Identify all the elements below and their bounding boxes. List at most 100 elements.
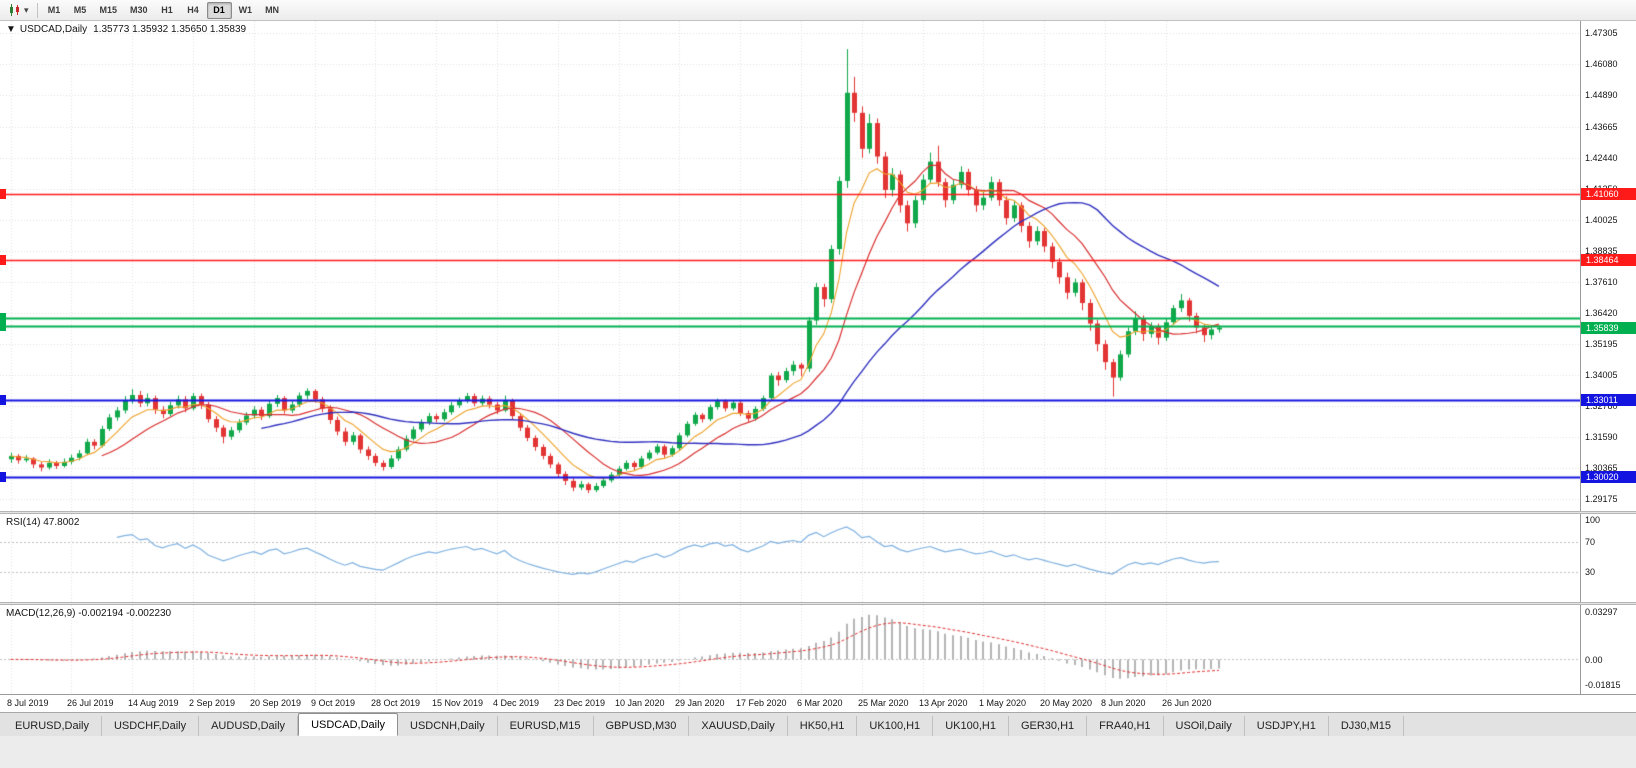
- date-axis-label: 26 Jun 2020: [1162, 698, 1212, 708]
- price-axis-label: 1.35195: [1585, 339, 1618, 350]
- line-left-marker: [0, 472, 6, 483]
- chart-tab-usdcad-daily[interactable]: USDCAD,Daily: [298, 713, 399, 736]
- timeframe-button-m5[interactable]: M5: [73, 5, 87, 15]
- price-line-tag: 1.33011: [1581, 394, 1636, 407]
- pane-splitter[interactable]: [0, 602, 1636, 605]
- bottom-strip: [0, 736, 1636, 768]
- chart-tab-usoil-daily[interactable]: USOil,Daily: [1164, 716, 1245, 736]
- chart-tabbar: EURUSD,Daily USDCHF,Daily AUDUSD,Daily USDC…: [0, 712, 1636, 736]
- price-line-tag: 1.38464: [1581, 254, 1636, 267]
- line-left-marker: [0, 313, 6, 324]
- rsi-axis-label: 70: [1585, 537, 1596, 548]
- rsi-axis[interactable]: 100 70 30: [1580, 514, 1636, 602]
- price-axis-label: 1.29175: [1585, 494, 1618, 504]
- date-axis-label: 23 Dec 2019: [554, 698, 606, 708]
- macd-axis-label: 0.03297: [1585, 607, 1618, 617]
- timeframe-button-m30[interactable]: M30: [130, 5, 148, 15]
- chart-tab-fra40-h1[interactable]: FRA40,H1: [1087, 716, 1164, 736]
- chart-tab-eurusd-daily[interactable]: EURUSD,Daily: [3, 716, 102, 736]
- current-price-tag: 1.35839: [1581, 321, 1636, 334]
- price-axis-label: 1.40025: [1585, 215, 1618, 226]
- date-axis-label: 4 Dec 2019: [493, 698, 540, 708]
- line-left-marker: [0, 320, 6, 331]
- chart-tab-usdcnh-daily[interactable]: USDCNH,Daily: [398, 716, 498, 736]
- timeframe-button-h1[interactable]: H1: [161, 5, 173, 15]
- macd-pane: MACD(12,26,9) -0.002194 -0.002230 0.0329…: [0, 605, 1636, 694]
- macd-indicator-canvas[interactable]: [0, 605, 1580, 694]
- date-axis-label: 15 Nov 2019: [432, 698, 484, 708]
- toolbar-separator: [36, 2, 38, 18]
- date-axis-label: 8 Jun 2020: [1101, 698, 1146, 708]
- price-axis-label: 1.46080: [1585, 59, 1618, 70]
- date-axis-label: 10 Jan 2020: [615, 698, 665, 708]
- chart-tab-xauusd-daily[interactable]: XAUUSD,Daily: [689, 716, 788, 736]
- line-left-marker: [0, 188, 6, 199]
- date-axis-label: 2 Sep 2019: [189, 698, 236, 708]
- price-axis-label: 1.31590: [1585, 431, 1618, 442]
- line-left-marker: [0, 255, 6, 266]
- time-axis[interactable]: 8 Jul 2019 26 Jul 2019 14 Aug 2019 2 Sep 20…: [0, 694, 1636, 712]
- macd-axis-label: 0.00: [1585, 654, 1603, 665]
- rsi-label: RSI(14) 47.8002: [6, 517, 80, 528]
- rsi-axis-label: 30: [1585, 566, 1596, 577]
- macd-label: MACD(12,26,9) -0.002194 -0.002230: [6, 608, 172, 619]
- chart-tab-usdchf-daily[interactable]: USDCHF,Daily: [102, 716, 200, 736]
- chart-tab-uk100-h1[interactable]: UK100,H1: [933, 716, 1009, 736]
- timeframe-button-d1[interactable]: D1: [206, 1, 232, 19]
- price-axis-label: 1.38835: [1585, 245, 1618, 256]
- date-axis-label: 20 May 2020: [1040, 698, 1093, 708]
- chart-title: ▼ USDCAD,Daily 1.35773 1.35932 1.35650 1.3…: [6, 24, 246, 35]
- timeframe-button-m15[interactable]: M15: [99, 5, 118, 15]
- price-chart-canvas[interactable]: [0, 21, 1580, 511]
- date-axis-label: 17 Feb 2020: [736, 698, 787, 708]
- date-axis-label: 25 Mar 2020: [858, 698, 909, 708]
- date-axis-label: 14 Aug 2019: [128, 698, 179, 708]
- chart-tab-audusd-daily[interactable]: AUDUSD,Daily: [199, 716, 299, 736]
- chart-tab-ger30-h1[interactable]: GER30,H1: [1009, 716, 1088, 736]
- rsi-pane: RSI(14) 47.8002 100 70 30: [0, 514, 1636, 602]
- price-axis-label: 1.34005: [1585, 369, 1618, 380]
- date-axis-label: 28 Oct 2019: [371, 698, 421, 708]
- rsi-indicator-canvas[interactable]: [0, 514, 1580, 602]
- price-axis-label: 1.47305: [1585, 28, 1618, 38]
- date-axis-label: 9 Oct 2019: [311, 698, 356, 708]
- date-axis-label: 6 Mar 2020: [797, 698, 843, 708]
- price-axis[interactable]: 1.473051.460801.448901.436651.424401.412…: [1580, 21, 1636, 511]
- macd-axis-label: -0.01815: [1585, 680, 1621, 690]
- timeframe-button-w1[interactable]: W1: [238, 5, 253, 15]
- chart-tab-usdjpy-h1[interactable]: USDJPY,H1: [1245, 716, 1329, 736]
- timeframe-button-mn[interactable]: MN: [265, 5, 280, 15]
- date-axis-label: 1 May 2020: [979, 698, 1027, 708]
- chart-tab-hk50-h1[interactable]: HK50,H1: [788, 716, 858, 736]
- chart-tab-eurusd-m15[interactable]: EURUSD,M15: [498, 716, 594, 736]
- pane-splitter[interactable]: [0, 511, 1636, 514]
- chart-menu-arrow-icon[interactable]: ▼: [6, 24, 16, 35]
- chart-tab-dj30-m15[interactable]: DJ30,M15: [1329, 716, 1404, 736]
- chart-symbol-label: USDCAD,Daily: [19, 24, 88, 35]
- top-toolbar: ▾ M1 M5 M15 M30 H1 H4 D1 W1 MN: [0, 0, 1636, 21]
- date-axis-label: 26 Jul 2019: [67, 698, 114, 708]
- price-axis-label: 1.36420: [1585, 307, 1618, 318]
- price-axis-label: 1.37610: [1585, 277, 1618, 288]
- timeframe-toolbar: M1 M5 M15 M30 H1 H4 D1 W1 MN: [42, 1, 286, 19]
- chart-type-control[interactable]: ▾: [4, 3, 33, 17]
- chart-tab-gbpusd-m30[interactable]: GBPUSD,M30: [594, 716, 690, 736]
- rsi-axis-label: 100: [1585, 515, 1601, 525]
- price-line-tag: 1.30020: [1581, 471, 1636, 484]
- date-axis-label: 20 Sep 2019: [250, 698, 302, 708]
- candlestick-chart-icon: [10, 4, 19, 16]
- chart-tab-uk100-h1[interactable]: UK100,H1: [857, 716, 934, 736]
- price-axis-label: 1.42440: [1585, 153, 1618, 164]
- dropdown-arrow-icon[interactable]: ▾: [24, 4, 29, 15]
- macd-axis[interactable]: 0.03297 0.00 -0.01815: [1580, 605, 1636, 694]
- date-axis-label: 29 Jan 2020: [675, 698, 725, 708]
- price-line-tag: 1.41060: [1581, 187, 1636, 200]
- price-axis-label: 1.44890: [1585, 90, 1618, 101]
- price-chart-pane: ▼ USDCAD,Daily 1.35773 1.35932 1.35650 1.3…: [0, 21, 1636, 511]
- date-axis-label: 8 Jul 2019: [7, 698, 49, 708]
- timeframe-button-h4[interactable]: H4: [187, 5, 199, 15]
- timeframe-button-m1[interactable]: M1: [47, 5, 61, 15]
- date-axis-label: 13 Apr 2020: [919, 698, 968, 708]
- price-axis-label: 1.43665: [1585, 121, 1618, 132]
